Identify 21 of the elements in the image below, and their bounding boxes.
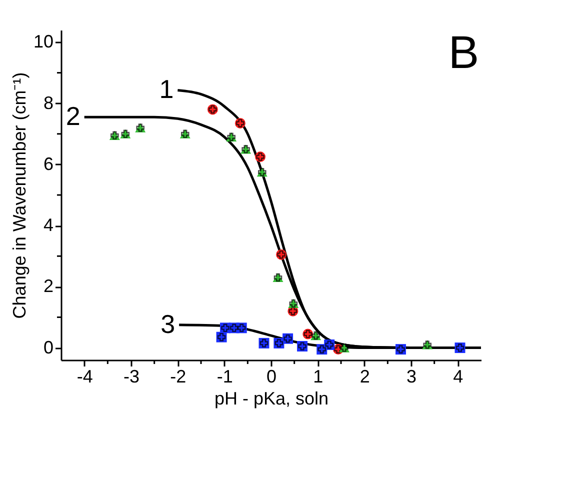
y-tick-label: 10 (33, 32, 54, 52)
x-tick-label: 0 (266, 366, 277, 386)
annotation: 1 (159, 74, 174, 104)
annotation: 3 (160, 308, 176, 339)
x-tick-label: 4 (453, 366, 464, 386)
x-tick-label: 3 (406, 366, 417, 386)
y-tick-label: 4 (43, 215, 54, 236)
x-tick-label: 2 (360, 366, 370, 386)
annotation: 2 (66, 101, 80, 132)
y-tick-label: 2 (43, 276, 54, 296)
y-tick-label: 6 (43, 154, 54, 174)
x-tick-label: -1 (216, 366, 233, 386)
x-axis-title: pH - pKa, soln (214, 388, 329, 408)
y-axis-title: Change in Wavenumber (cm⁻¹) (9, 72, 30, 319)
x-tick-label: -4 (76, 366, 93, 386)
annotation: B (448, 26, 479, 78)
x-tick-label: -3 (123, 366, 140, 386)
y-tick-label: 8 (43, 92, 54, 113)
x-tick-label: -2 (170, 366, 186, 386)
x-tick-label: 1 (313, 366, 324, 386)
y-tick-label: 0 (43, 337, 54, 358)
